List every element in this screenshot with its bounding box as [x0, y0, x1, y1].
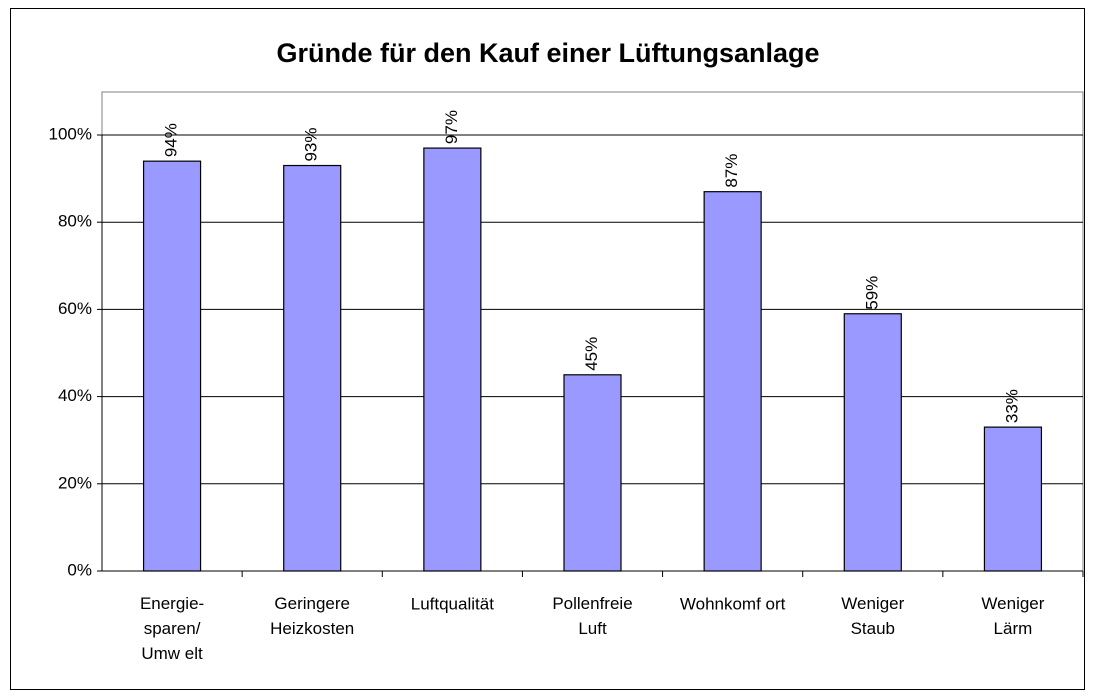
data-label: 93%	[302, 127, 321, 161]
y-tick-label: 100%	[49, 124, 92, 143]
bar	[283, 164, 342, 572]
data-label: 59%	[862, 276, 881, 310]
x-tick-label: Weniger Lärm	[981, 594, 1044, 638]
x-tick-label: Energie-sparen/Umw elt	[140, 594, 204, 663]
y-tick-label: 0%	[67, 560, 92, 579]
y-tick-label: 20%	[58, 473, 92, 492]
y-tick-label: 40%	[58, 386, 92, 405]
data-label: 94%	[162, 123, 181, 157]
bar	[703, 191, 762, 572]
y-tick-label: 80%	[58, 212, 92, 231]
x-tick-label: Pollenfreie Luft	[552, 594, 632, 638]
x-tick-label: Wohnkomf ort	[680, 594, 786, 613]
bar	[563, 374, 622, 572]
x-tick-label: Geringere Heizkosten	[270, 594, 354, 638]
data-label: 87%	[722, 154, 741, 188]
data-label: 33%	[1002, 389, 1021, 423]
x-tick-label: Weniger Staub	[841, 594, 904, 638]
y-tick-label: 60%	[58, 299, 92, 318]
bar	[142, 160, 202, 572]
data-label: 45%	[582, 337, 601, 371]
bar	[423, 147, 482, 572]
bar	[983, 426, 1043, 572]
bar	[843, 313, 902, 572]
chart-title: Gründe für den Kauf einer Lüftungsanlage	[276, 38, 819, 68]
data-label: 97%	[442, 110, 461, 144]
x-tick-label: Luftqualität	[411, 594, 494, 613]
